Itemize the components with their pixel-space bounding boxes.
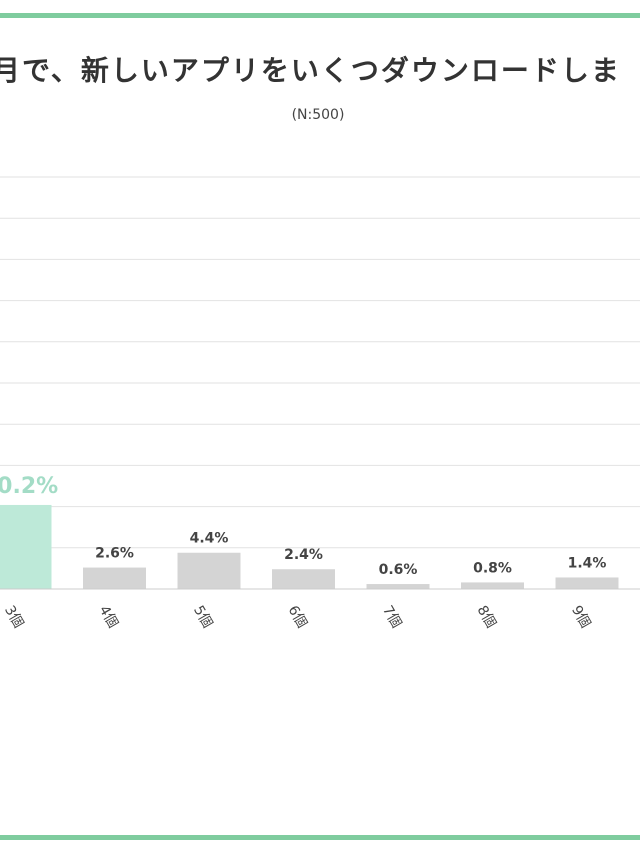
bar <box>83 567 146 589</box>
x-tick-label: 9個 <box>568 603 593 631</box>
chart-title: 月で、新しいアプリをいくつダウンロードしま <box>0 54 621 87</box>
x-tick-label: 4個 <box>96 603 121 631</box>
bar <box>177 552 241 589</box>
bar <box>366 584 430 589</box>
x-tick-label: 5個 <box>190 603 215 631</box>
bar <box>0 504 52 589</box>
chart-subtitle: (N:500) <box>292 107 345 123</box>
value-label: 1.4% <box>568 555 607 571</box>
x-tick-label: 3個 <box>1 603 26 631</box>
value-label: 0.6% <box>379 562 418 578</box>
value-label: 4.4% <box>190 531 229 547</box>
x-tick-label: 6個 <box>285 603 310 631</box>
bar <box>555 577 619 589</box>
bottom-border <box>0 835 640 840</box>
value-label: 0.8% <box>473 560 512 576</box>
bar <box>272 569 335 589</box>
value-label: 10.2% <box>0 474 58 499</box>
bar <box>461 582 524 589</box>
value-label: 2.4% <box>284 547 323 563</box>
x-tick-label: 7個 <box>379 603 404 631</box>
top-border <box>0 13 640 18</box>
x-tick-label: 8個 <box>474 603 499 631</box>
value-label: 2.6% <box>95 546 134 562</box>
